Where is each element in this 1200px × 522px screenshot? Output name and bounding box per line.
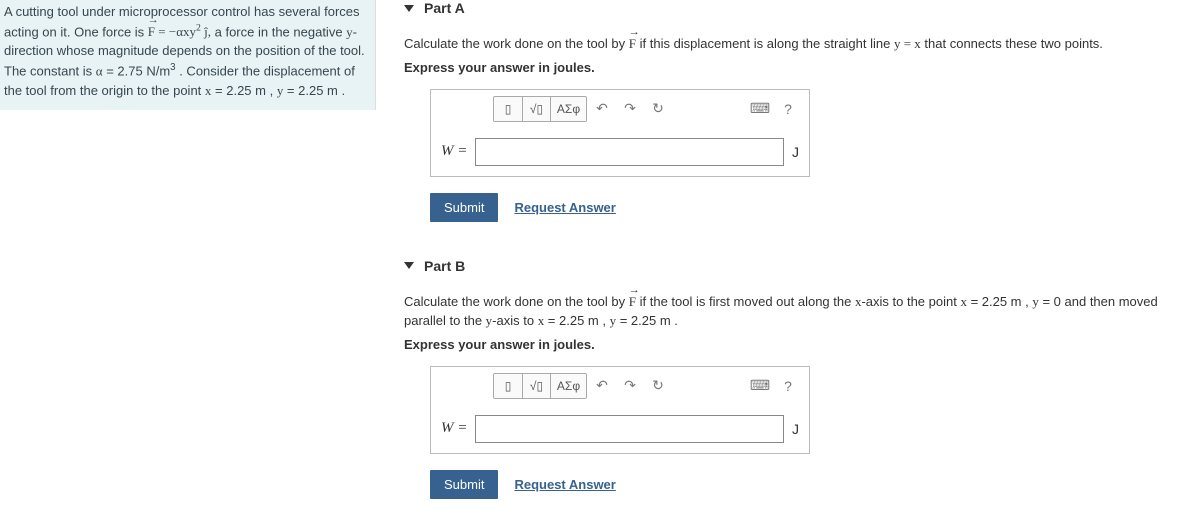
part-b-unit: J: [792, 421, 799, 437]
part-a-answer-input[interactable]: [475, 138, 784, 166]
part-b-submit-button[interactable]: Submit: [430, 470, 498, 499]
equation-toolbar: ▯ √▯ ΑΣφ ↶ ↷ ↻ ⌨ ?: [431, 367, 809, 405]
redo-icon[interactable]: ↷: [617, 374, 643, 398]
undo-icon[interactable]: ↶: [589, 97, 615, 121]
part-b-answer-input[interactable]: [475, 415, 784, 443]
part-a-answer-box: ▯ √▯ ΑΣφ ↶ ↷ ↻ ⌨ ? W = J: [430, 89, 810, 177]
reset-icon[interactable]: ↻: [645, 97, 671, 121]
part-b-answer-box: ▯ √▯ ΑΣφ ↶ ↷ ↻ ⌨ ? W = J: [430, 366, 810, 454]
keyboard-icon[interactable]: ⌨: [747, 374, 773, 398]
templates-button[interactable]: ▯: [494, 374, 522, 398]
keyboard-icon[interactable]: ⌨: [747, 97, 773, 121]
part-b-title: Part B: [424, 258, 465, 274]
problem-text: A cutting tool under microprocessor cont…: [4, 2, 365, 100]
undo-icon[interactable]: ↶: [589, 374, 615, 398]
part-a-variable: W =: [441, 143, 467, 160]
part-a-instruction: Express your answer in joules.: [404, 60, 1182, 75]
part-b-header[interactable]: Part B: [404, 258, 1182, 274]
chevron-down-icon: [404, 5, 414, 12]
part-a-request-answer-link[interactable]: Request Answer: [514, 200, 615, 215]
greek-button[interactable]: ΑΣφ: [550, 97, 586, 121]
part-a: Part A Calculate the work done on the to…: [404, 0, 1182, 222]
part-a-question: Calculate the work done on the tool by F…: [404, 34, 1182, 54]
templates-button[interactable]: ▯: [494, 97, 522, 121]
help-icon[interactable]: ?: [775, 374, 801, 398]
part-a-unit: J: [792, 144, 799, 160]
part-b-instruction: Express your answer in joules.: [404, 337, 1182, 352]
redo-icon[interactable]: ↷: [617, 97, 643, 121]
equation-toolbar: ▯ √▯ ΑΣφ ↶ ↷ ↻ ⌨ ?: [431, 90, 809, 128]
part-b-question: Calculate the work done on the tool by F…: [404, 292, 1182, 331]
answer-panel: Part A Calculate the work done on the to…: [376, 0, 1200, 522]
part-a-header[interactable]: Part A: [404, 0, 1182, 16]
help-icon[interactable]: ?: [775, 97, 801, 121]
part-b-variable: W =: [441, 420, 467, 437]
sqrt-button[interactable]: √▯: [522, 97, 550, 121]
part-b: Part B Calculate the work done on the to…: [404, 258, 1182, 499]
part-a-submit-button[interactable]: Submit: [430, 193, 498, 222]
reset-icon[interactable]: ↻: [645, 374, 671, 398]
part-b-request-answer-link[interactable]: Request Answer: [514, 477, 615, 492]
chevron-down-icon: [404, 262, 414, 269]
part-a-title: Part A: [424, 0, 465, 16]
greek-button[interactable]: ΑΣφ: [550, 374, 586, 398]
sqrt-button[interactable]: √▯: [522, 374, 550, 398]
problem-statement-panel: A cutting tool under microprocessor cont…: [0, 0, 376, 110]
